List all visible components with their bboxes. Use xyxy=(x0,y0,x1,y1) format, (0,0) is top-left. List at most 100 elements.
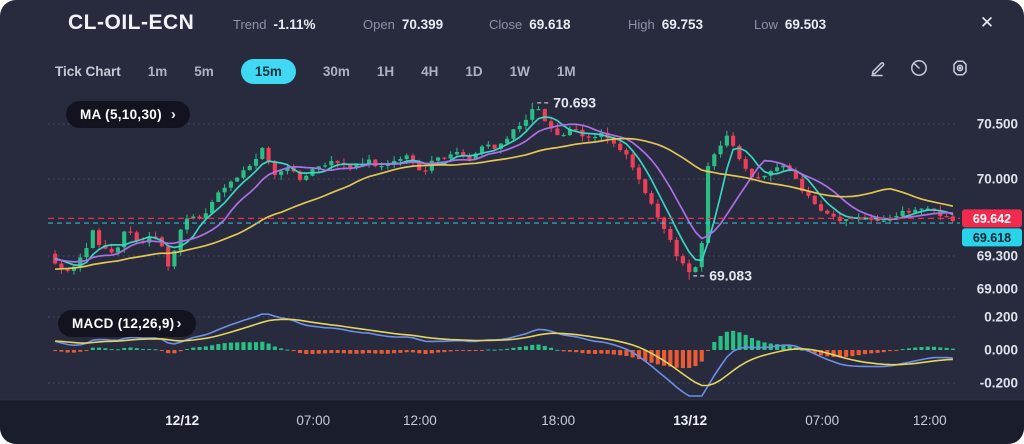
macd-histogram-bar xyxy=(122,347,127,350)
candle-body xyxy=(442,157,447,159)
macd-histogram-bar xyxy=(65,350,70,353)
candle-body xyxy=(235,177,240,182)
tab-15m[interactable]: 15m xyxy=(240,58,296,84)
macd-histogram-bar xyxy=(567,350,572,352)
time-axis-label: 07:00 xyxy=(805,413,839,428)
candle-body xyxy=(536,109,541,111)
draw-icon[interactable] xyxy=(868,58,888,78)
last-price-badge xyxy=(962,209,1022,228)
macd-signal-line xyxy=(55,318,953,387)
ma-indicator-pill[interactable]: MA (5,10,30) › xyxy=(66,101,191,128)
last-price-badge-text: 69.642 xyxy=(973,212,1011,226)
candle-body xyxy=(561,134,566,137)
tab-1w[interactable]: 1W xyxy=(509,63,530,79)
candle-body xyxy=(844,219,849,221)
candle-body xyxy=(266,147,271,163)
macd-histogram-bar xyxy=(925,346,930,350)
macd-histogram-bar xyxy=(216,343,221,350)
candle-body xyxy=(59,263,64,270)
close-icon[interactable]: ✕ xyxy=(979,13,995,32)
tab-1m[interactable]: 1m xyxy=(147,63,168,79)
macd-histogram-bar xyxy=(341,350,346,354)
macd-histogram-bar xyxy=(492,349,497,351)
tab-4h[interactable]: 4H xyxy=(421,63,439,79)
time-axis-label: 12:00 xyxy=(913,413,947,428)
tab-30m[interactable]: 30m xyxy=(322,63,350,79)
timer-icon[interactable] xyxy=(909,58,929,78)
candle-body xyxy=(542,109,547,122)
price-axis-label: 70.000 xyxy=(977,172,1018,187)
tab-5m[interactable]: 5m xyxy=(194,63,214,79)
macd-histogram-bar xyxy=(335,350,340,354)
candle-body xyxy=(756,177,761,179)
macd-histogram-bar xyxy=(712,341,717,350)
macd-histogram-bar xyxy=(172,350,177,354)
candle-body xyxy=(461,151,466,156)
candle-body xyxy=(693,267,698,273)
tab-1d[interactable]: 1D xyxy=(465,63,483,79)
candle-body xyxy=(385,164,390,167)
timeframe-tabs: Tick Chart 1m 5m 15m 30m 1H 4H 1D 1W 1M xyxy=(55,56,576,86)
price-axis-label: 70.500 xyxy=(977,117,1018,132)
candle-body xyxy=(423,170,428,172)
candle-body xyxy=(919,208,924,210)
macd-indicator-pill[interactable]: MACD (12,26,9) › xyxy=(58,310,196,337)
candle-body xyxy=(699,243,704,268)
macd-histogram-bar xyxy=(78,350,83,352)
macd-axis-label: 0.000 xyxy=(984,343,1018,358)
stat-high: High 69.753 xyxy=(628,17,704,32)
candle-body xyxy=(279,171,284,175)
macd-histogram-bar xyxy=(762,342,767,350)
macd-histogram-bar xyxy=(756,340,761,350)
macd-histogram-bar xyxy=(536,344,541,350)
candle-body xyxy=(122,231,127,248)
candle-body xyxy=(222,187,227,193)
candle-body xyxy=(624,149,629,155)
macd-histogram-bar xyxy=(938,347,943,350)
macd-histogram-bar xyxy=(84,350,89,351)
chevron-right-icon: › xyxy=(170,105,177,123)
candle-body xyxy=(398,158,403,161)
stat-low: Low 69.503 xyxy=(754,17,827,32)
candle-body xyxy=(184,218,190,230)
macd-histogram-bar xyxy=(674,350,679,368)
candle-body xyxy=(335,161,340,163)
candle-body xyxy=(530,109,535,120)
candle-body xyxy=(448,154,453,159)
macd-histogram-bar xyxy=(373,350,378,354)
high-annotation: 70.693 xyxy=(553,94,596,110)
candle-body xyxy=(592,136,598,139)
candle-body xyxy=(705,166,711,244)
candle-body xyxy=(373,159,378,167)
macd-histogram-bar xyxy=(549,347,554,350)
macd-histogram-bar xyxy=(605,350,610,354)
candle-body xyxy=(97,230,102,246)
macd-histogram-bar xyxy=(398,350,403,353)
macd-histogram-bar xyxy=(366,350,372,354)
macd-histogram-bar xyxy=(894,350,899,351)
settings-icon[interactable] xyxy=(950,58,970,78)
candle-body xyxy=(875,219,880,222)
macd-histogram-bar xyxy=(423,350,428,354)
candle-body xyxy=(65,269,70,271)
macd-histogram-bar xyxy=(888,350,893,352)
candle-body xyxy=(674,239,679,257)
tab-1m-month[interactable]: 1M xyxy=(556,63,576,79)
macd-histogram-bar xyxy=(479,350,485,351)
tab-tick-chart[interactable]: Tick Chart xyxy=(55,63,121,79)
macd-histogram-bar xyxy=(235,342,240,350)
macd-histogram-bar xyxy=(448,350,453,352)
candle-body xyxy=(775,167,780,171)
tab-1h[interactable]: 1H xyxy=(376,63,395,79)
candle-body xyxy=(128,231,133,233)
macd-histogram-bar xyxy=(662,350,667,366)
candle-body xyxy=(913,209,918,213)
macd-histogram-bar xyxy=(184,348,190,350)
macd-histogram-bar xyxy=(467,350,472,352)
candle-body xyxy=(90,230,95,248)
macd-histogram-bar xyxy=(931,346,937,350)
macd-histogram-bar xyxy=(580,350,585,354)
candle-body xyxy=(109,248,114,253)
